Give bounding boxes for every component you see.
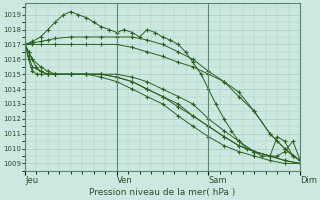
X-axis label: Pression niveau de la mer( hPa ): Pression niveau de la mer( hPa ) (90, 188, 236, 197)
